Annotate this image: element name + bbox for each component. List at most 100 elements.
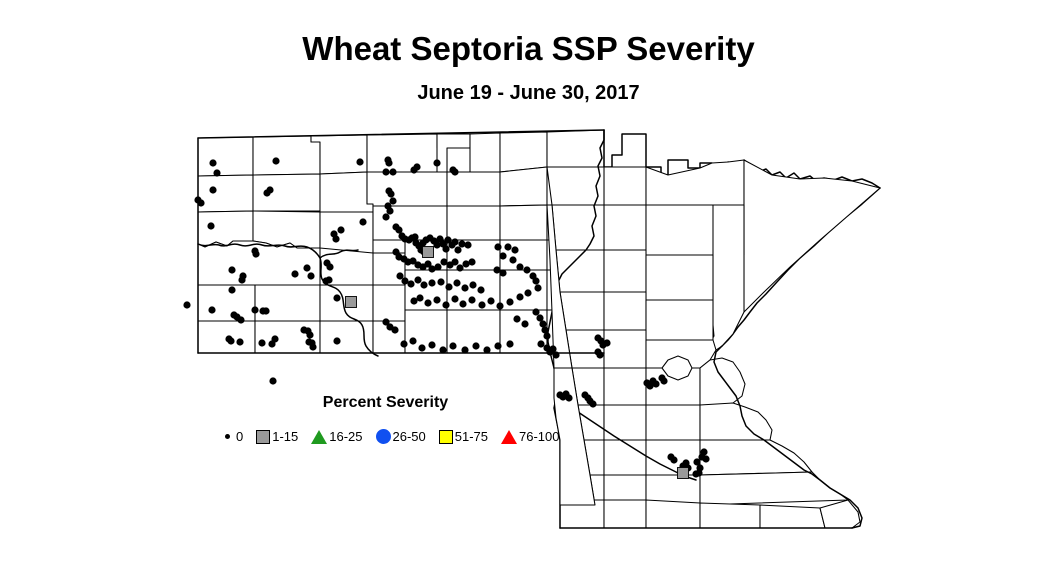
observation-point-zero <box>496 302 504 310</box>
observation-point-zero <box>291 270 299 278</box>
observation-point-zero <box>433 241 441 249</box>
observation-point-zero <box>516 263 524 271</box>
observation-point-zero <box>337 226 345 234</box>
observation-point-zero <box>499 252 507 260</box>
observation-point-zero <box>227 337 235 345</box>
observation-point-zero <box>451 238 459 246</box>
observation-point-zero <box>506 298 514 306</box>
observation-point-zero <box>524 289 532 297</box>
observation-point-zero <box>183 301 191 309</box>
legend-circle-icon <box>375 429 391 444</box>
observation-point-zero <box>401 277 409 285</box>
observation-point-zero <box>494 243 502 251</box>
observation-point-zero <box>537 340 545 348</box>
observation-point-zero <box>418 344 426 352</box>
observation-point-zero <box>424 260 432 268</box>
observation-point-zero <box>499 269 507 277</box>
observation-point-zero <box>494 342 502 350</box>
observation-point-zero <box>413 163 421 171</box>
observation-point-zero <box>266 186 274 194</box>
observation-point-zero <box>440 258 448 266</box>
legend-item-label: 16-25 <box>329 429 363 444</box>
observation-point-zero <box>461 346 469 354</box>
observation-point-zero <box>409 257 417 265</box>
observation-point-zero <box>462 260 470 268</box>
page-title: Wheat Septoria SSP Severity <box>302 30 755 67</box>
observation-point-zero <box>303 264 311 272</box>
legend-square-icon <box>438 429 453 444</box>
observation-point-zero <box>382 213 390 221</box>
observation-point-zero <box>197 199 205 207</box>
observation-point-zero <box>549 345 557 353</box>
observation-point-zero <box>469 281 477 289</box>
observation-point-zero <box>506 340 514 348</box>
minnesota-counties <box>546 129 881 529</box>
observation-point-zero <box>309 343 317 351</box>
observation-point-zero <box>539 320 547 328</box>
observation-point-zero <box>458 240 466 248</box>
observation-point-zero <box>386 207 394 215</box>
legend-triangle-icon <box>311 429 328 444</box>
observation-point-zero <box>478 301 486 309</box>
observation-point-zero <box>442 245 450 253</box>
observation-point-zero <box>333 294 341 302</box>
observation-point-zero <box>596 351 604 359</box>
observation-point-zero <box>239 272 247 280</box>
observation-point-zero <box>213 169 221 177</box>
observation-point-zero <box>382 318 390 326</box>
observation-point-zero <box>504 243 512 251</box>
observation-point-zero <box>414 276 422 284</box>
observation-point-zero <box>208 306 216 314</box>
observation-point-zero <box>251 306 259 314</box>
observation-point-square <box>422 246 434 258</box>
observation-point-zero <box>456 264 464 272</box>
observation-point-zero <box>603 339 611 347</box>
observation-point-zero <box>468 296 476 304</box>
observation-point-zero <box>305 338 313 346</box>
observation-points <box>183 156 710 479</box>
observation-point-zero <box>434 263 442 271</box>
observation-point-zero <box>209 186 217 194</box>
observation-point-zero <box>262 307 270 315</box>
observation-point-zero <box>700 448 708 456</box>
observation-point-zero <box>483 346 491 354</box>
observation-point-zero <box>387 190 395 198</box>
observation-point-zero <box>325 276 333 284</box>
observation-point-zero <box>532 308 540 316</box>
observation-point-zero <box>444 236 452 244</box>
observation-point-zero <box>209 159 217 167</box>
legend-item-16-25: 16-25 <box>311 429 363 444</box>
observation-point-zero <box>252 250 260 258</box>
observation-point-zero <box>541 326 549 334</box>
observation-point-zero <box>442 301 450 309</box>
legend-item-26-50: 26-50 <box>375 429 426 444</box>
observation-point-zero <box>389 168 397 176</box>
legend-dot-icon <box>225 434 230 439</box>
observation-point-zero <box>695 469 703 477</box>
observation-point-zero <box>428 279 436 287</box>
observation-point-zero <box>552 351 560 359</box>
legend-square-icon <box>256 429 271 444</box>
observation-point-zero <box>207 222 215 230</box>
observation-point-zero <box>461 284 469 292</box>
observation-point-square <box>677 467 689 479</box>
observation-point-zero <box>306 331 314 339</box>
observation-point-zero <box>411 233 419 241</box>
observation-point-zero <box>385 159 393 167</box>
observation-point-zero <box>487 297 495 305</box>
observation-point-zero <box>356 158 364 166</box>
observation-point-zero <box>439 346 447 354</box>
observation-point-zero <box>693 458 701 466</box>
observation-point-zero <box>536 314 544 322</box>
observation-point-zero <box>534 284 542 292</box>
observation-point-zero <box>511 246 519 254</box>
observation-point-zero <box>428 341 436 349</box>
observation-point-zero <box>437 278 445 286</box>
observation-point-zero <box>459 300 467 308</box>
observation-point-zero <box>409 337 417 345</box>
observation-point-zero <box>228 286 236 294</box>
observation-point-zero <box>420 281 428 289</box>
observation-point-zero <box>451 295 459 303</box>
